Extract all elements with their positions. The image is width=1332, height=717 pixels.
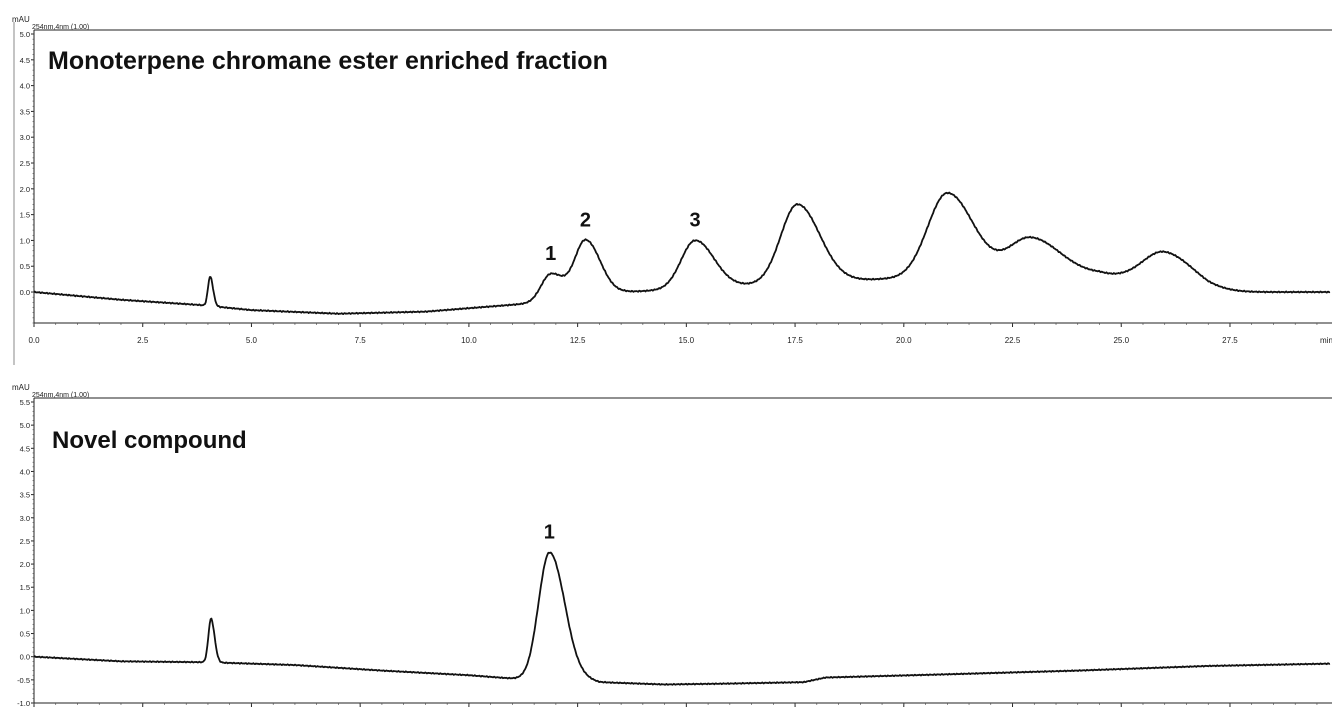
y-axis-unit-label: mAU bbox=[12, 15, 30, 24]
y-tick-label: 5.0 bbox=[20, 30, 30, 39]
y-tick-label: 2.0 bbox=[20, 185, 30, 194]
x-tick-label: 2.5 bbox=[137, 336, 149, 345]
y-tick-label: 0.0 bbox=[20, 653, 30, 662]
y-tick-label: 1.0 bbox=[20, 236, 30, 245]
y-tick-label: 2.5 bbox=[20, 159, 30, 168]
y-tick-label: 0.0 bbox=[20, 288, 30, 297]
y-axis-unit-label: mAU bbox=[12, 383, 30, 392]
x-tick-label: 22.5 bbox=[1005, 336, 1021, 345]
x-tick-label: 10.0 bbox=[461, 336, 477, 345]
y-tick-label: 5.0 bbox=[20, 421, 30, 430]
x-axis-unit-label: min bbox=[1320, 336, 1332, 345]
chromatogram-trace bbox=[33, 191, 1331, 315]
y-tick-label: 0.5 bbox=[20, 262, 30, 271]
x-tick-label: 0.0 bbox=[28, 336, 40, 345]
y-tick-label: -1.0 bbox=[17, 699, 30, 708]
detector-label: 254nm,4nm (1.00) bbox=[32, 24, 89, 31]
x-tick-label: 5.0 bbox=[246, 336, 258, 345]
y-tick-label: 3.5 bbox=[20, 491, 30, 500]
peak-label: 3 bbox=[689, 209, 700, 231]
y-tick-label: 2.5 bbox=[20, 537, 30, 546]
peak-label: 1 bbox=[545, 243, 556, 265]
x-tick-label: 20.0 bbox=[896, 336, 912, 345]
x-tick-label: 25.0 bbox=[1113, 336, 1129, 345]
x-tick-label: 17.5 bbox=[787, 336, 803, 345]
y-tick-label: 4.5 bbox=[20, 56, 30, 65]
x-tick-label: 7.5 bbox=[355, 336, 367, 345]
y-tick-label: 5.5 bbox=[20, 398, 30, 407]
x-tick-label: 27.5 bbox=[1222, 336, 1238, 345]
detector-label: 254nm,4nm (1.00) bbox=[32, 392, 89, 399]
y-tick-label: 3.0 bbox=[20, 514, 30, 523]
y-tick-label: 4.0 bbox=[20, 82, 30, 91]
y-tick-label: 3.0 bbox=[20, 133, 30, 142]
y-tick-label: 1.5 bbox=[20, 583, 30, 592]
x-tick-label: 15.0 bbox=[679, 336, 695, 345]
panel-title: Monoterpene chromane ester enriched frac… bbox=[48, 47, 608, 75]
y-tick-label: 4.5 bbox=[20, 444, 30, 453]
y-tick-label: 0.5 bbox=[20, 630, 30, 639]
y-tick-label: 1.0 bbox=[20, 606, 30, 615]
y-tick-label: 1.5 bbox=[20, 211, 30, 220]
y-tick-label: -0.5 bbox=[17, 676, 30, 685]
peak-label: 2 bbox=[580, 209, 591, 231]
y-tick-label: 3.5 bbox=[20, 107, 30, 116]
panel-title: Novel compound bbox=[52, 427, 247, 454]
peak-label: 1 bbox=[544, 522, 555, 544]
chromatogram-trace bbox=[33, 551, 1331, 686]
y-tick-label: 4.0 bbox=[20, 467, 30, 476]
x-tick-label: 12.5 bbox=[570, 336, 586, 345]
y-tick-label: 2.0 bbox=[20, 560, 30, 569]
